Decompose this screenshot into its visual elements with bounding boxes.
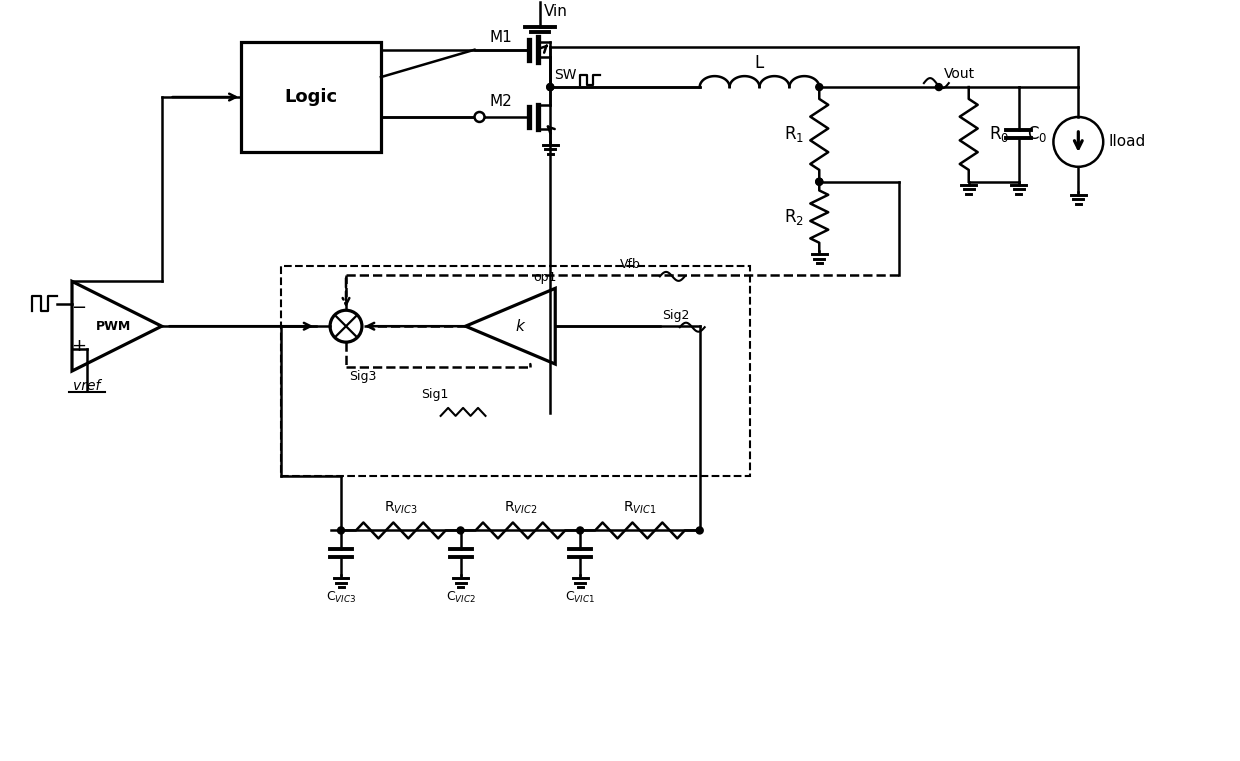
- Text: M1: M1: [489, 30, 512, 45]
- Text: C$_0$: C$_0$: [1027, 124, 1047, 145]
- Circle shape: [547, 84, 554, 91]
- Circle shape: [816, 178, 823, 185]
- Circle shape: [475, 112, 485, 122]
- Circle shape: [337, 527, 345, 534]
- Text: $+$: $+$: [72, 337, 87, 355]
- Text: Sig2: Sig2: [662, 309, 689, 322]
- Text: Sig1: Sig1: [420, 388, 448, 401]
- Bar: [281, 266, 749, 476]
- Text: R$_{VIC2}$: R$_{VIC2}$: [503, 499, 537, 515]
- Text: M2: M2: [489, 94, 512, 109]
- Text: Vin: Vin: [544, 5, 568, 19]
- Text: C$_{VIC3}$: C$_{VIC3}$: [326, 591, 356, 605]
- Text: PWM: PWM: [97, 320, 131, 333]
- Bar: [242, 43, 381, 152]
- Text: L: L: [755, 54, 764, 72]
- Text: R$_{VIC3}$: R$_{VIC3}$: [384, 499, 418, 515]
- Text: Vfb: Vfb: [620, 259, 641, 272]
- Text: R$_{VIC1}$: R$_{VIC1}$: [624, 499, 657, 515]
- Text: vref: vref: [73, 379, 100, 393]
- Text: Iload: Iload: [1109, 135, 1146, 149]
- Text: R$_2$: R$_2$: [785, 206, 805, 227]
- Text: R$_0$: R$_0$: [988, 124, 1009, 145]
- Text: SW: SW: [554, 68, 577, 82]
- Text: Logic: Logic: [284, 88, 337, 106]
- Circle shape: [696, 527, 703, 534]
- Text: R$_1$: R$_1$: [785, 124, 805, 145]
- Text: C$_{VIC2}$: C$_{VIC2}$: [445, 591, 476, 605]
- Circle shape: [935, 84, 942, 91]
- Circle shape: [547, 84, 554, 91]
- Circle shape: [816, 178, 823, 185]
- Text: Sig3: Sig3: [348, 370, 377, 383]
- Circle shape: [458, 527, 464, 534]
- Text: op1: op1: [533, 272, 557, 285]
- Text: $-$: $-$: [72, 298, 87, 315]
- Text: k: k: [516, 319, 525, 334]
- Circle shape: [816, 84, 823, 91]
- Text: C$_{VIC1}$: C$_{VIC1}$: [565, 591, 595, 605]
- Text: Vout: Vout: [944, 67, 975, 81]
- Circle shape: [577, 527, 584, 534]
